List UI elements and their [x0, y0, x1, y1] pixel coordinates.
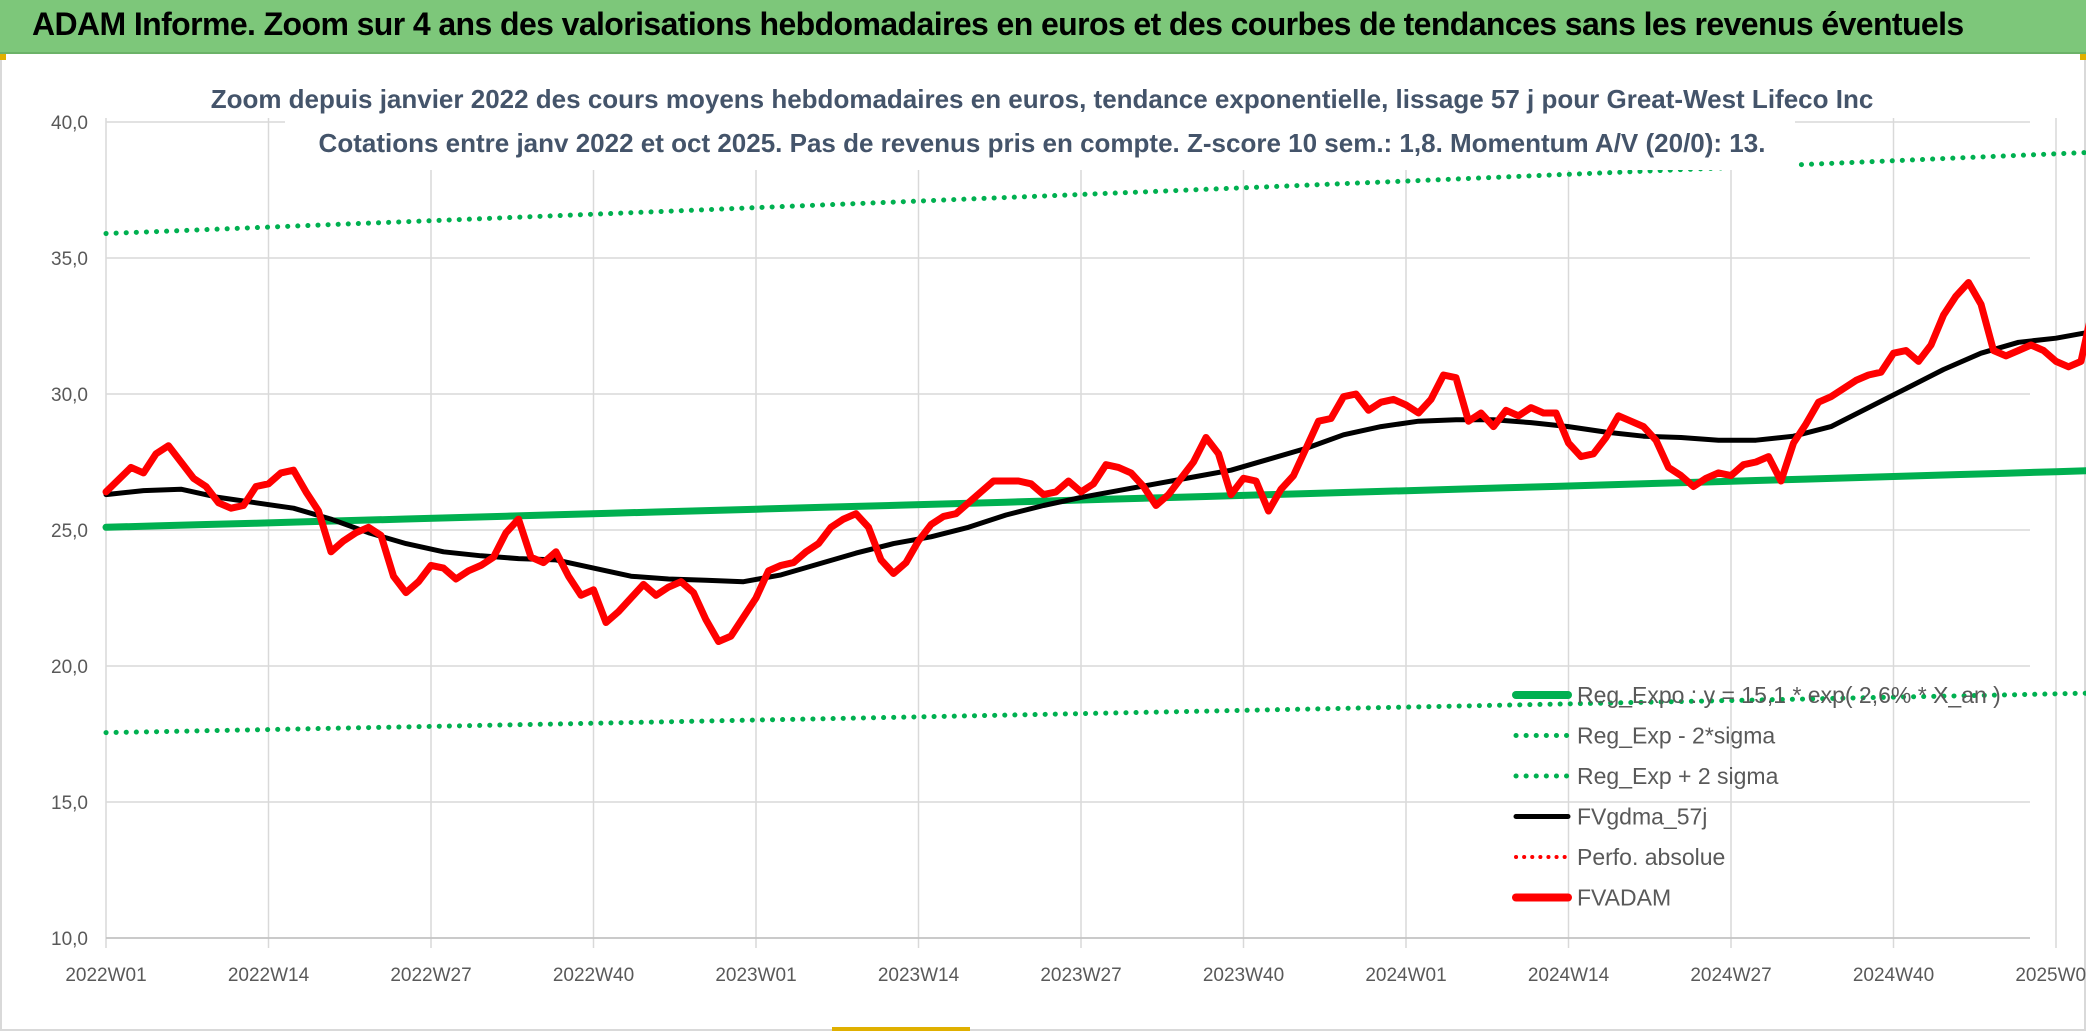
y-tick-label: 25,0 — [51, 521, 88, 542]
y-tick-label: 30,0 — [51, 385, 88, 406]
x-tick-label: 2024W14 — [1528, 965, 1610, 986]
x-axis-tick-labels: 2022W01 2022W14 2022W27 2022W40 2023W01 2023W… — [65, 965, 2086, 986]
corner-marker-right — [2080, 54, 2086, 60]
chart-title-line-2: Cotations entre janv 2022 et oct 2025. P… — [319, 128, 1766, 158]
chart-title-line-1: Zoom depuis janvier 2022 des cours moyen… — [211, 84, 1874, 114]
y-tick-label: 40,0 — [51, 113, 88, 134]
legend-label-high: Reg_Exp + 2 sigma — [1577, 763, 1779, 789]
y-axis-tick-labels: 10,0 15,0 20,0 25,0 30,0 35,0 40,0 — [51, 113, 88, 950]
legend-label-adam: FVADAM — [1577, 885, 1671, 911]
x-tick-label: 2023W40 — [1203, 965, 1284, 986]
report-banner: ADAM Informe. Zoom sur 4 ans des valoris… — [0, 0, 2086, 54]
chart-legend: Reg_Expo : y = 15,1 * exp( 2,6% * X_an )… — [1512, 682, 2001, 911]
x-tick-label: 2023W27 — [1040, 965, 1121, 986]
series-line-sma — [103, 330, 2086, 585]
series-line-high — [103, 150, 2086, 236]
x-tick-label: 2022W01 — [65, 965, 146, 986]
y-tick-label: 15,0 — [51, 793, 88, 814]
legend-label-reg: Reg_Expo : y = 15,1 * exp( 2,6% * X_an ) — [1577, 682, 2001, 708]
x-tick-label: 2023W01 — [715, 965, 796, 986]
legend-label-perfo: Perfo. absolue — [1577, 844, 1725, 870]
y-tick-label: 20,0 — [51, 657, 88, 678]
legend-label-sma: FVgdma_57j — [1577, 804, 1707, 830]
chart-title: Zoom depuis janvier 2022 des cours moyen… — [211, 74, 1874, 170]
title-background — [285, 74, 1795, 170]
y-tick-label: 35,0 — [51, 249, 88, 270]
corner-marker-left — [0, 54, 6, 60]
x-tick-label: 2023W14 — [878, 965, 960, 986]
series-line-reg — [102, 467, 2086, 531]
x-tick-label: 2022W14 — [228, 965, 310, 986]
x-gridlines — [105, 118, 2057, 948]
x-tick-label: 2024W40 — [1853, 965, 1934, 986]
x-tick-label: 2025W01 — [2015, 965, 2086, 986]
series-layer — [102, 150, 2086, 736]
report-title: ADAM Informe. Zoom sur 4 ans des valoris… — [32, 6, 1964, 42]
x-tick-label: 2024W01 — [1365, 965, 1446, 986]
legend-label-low: Reg_Exp - 2*sigma — [1577, 723, 1775, 749]
series-line-low — [103, 690, 2086, 736]
x-tick-label: 2022W40 — [553, 965, 634, 986]
series-line-adam — [102, 279, 2086, 645]
y-gridlines — [106, 121, 2030, 939]
bottom-marker — [832, 1027, 970, 1031]
y-tick-label: 10,0 — [51, 929, 88, 950]
x-tick-label: 2022W27 — [390, 965, 471, 986]
x-tick-label: 2024W27 — [1690, 965, 1771, 986]
